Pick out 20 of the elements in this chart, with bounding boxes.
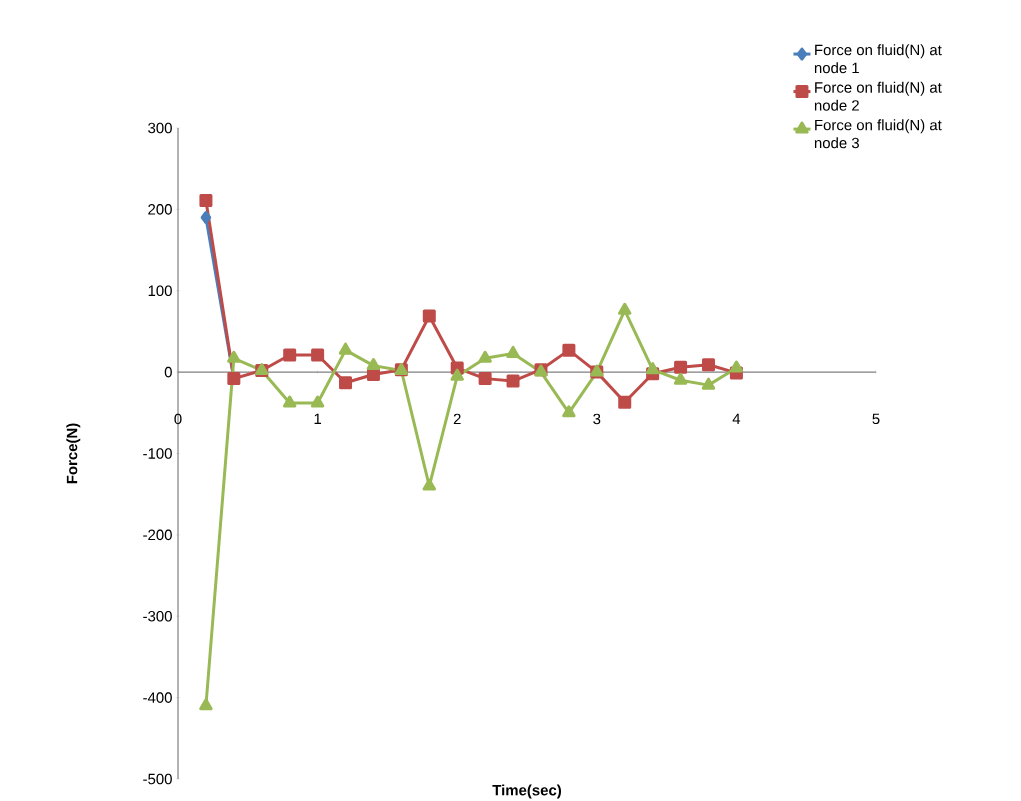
x-tick-label: 3 bbox=[593, 413, 601, 425]
y-tick-label: -400 bbox=[143, 692, 172, 703]
legend-label: Force on fluid(N) at node 1 bbox=[814, 44, 942, 74]
x-axis-title: Time(sec) bbox=[492, 784, 562, 799]
y-tick-label: -300 bbox=[143, 610, 172, 622]
y-tick-label: 300 bbox=[148, 122, 172, 134]
y-tick-label: 200 bbox=[148, 204, 172, 215]
x-tick-label: 4 bbox=[732, 413, 741, 424]
x-tick-label: 2 bbox=[453, 413, 461, 425]
x-tick-label: 5 bbox=[872, 413, 880, 425]
legend-label: Force on fluid(N) at node 3 bbox=[814, 119, 942, 149]
y-axis-title: Force(N) bbox=[66, 423, 81, 484]
y-tick-label: -200 bbox=[143, 529, 172, 541]
x-tick-label: 0 bbox=[174, 413, 182, 425]
y-tick-label: 100 bbox=[148, 285, 172, 297]
y-tick-label: 0 bbox=[164, 366, 172, 378]
x-tick-label: 1 bbox=[314, 413, 322, 424]
y-tick-label: -500 bbox=[143, 773, 172, 785]
legend-label: Force on fluid(N) at node 2 bbox=[814, 81, 942, 111]
y-tick-label: -100 bbox=[143, 448, 172, 459]
